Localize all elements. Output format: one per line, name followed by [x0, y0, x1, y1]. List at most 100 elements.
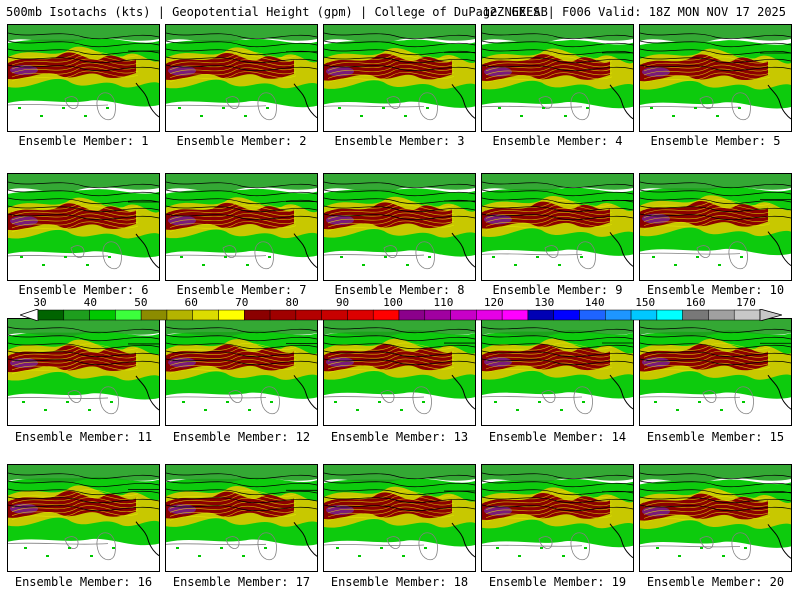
wind-speck	[336, 547, 339, 549]
streamline	[11, 363, 139, 375]
height-contour	[482, 342, 633, 350]
height-contour	[482, 48, 633, 56]
isotach-map	[640, 25, 791, 121]
coastline	[451, 232, 475, 268]
streamline	[327, 208, 455, 220]
coastline	[609, 232, 633, 267]
height-contour	[8, 504, 159, 512]
gray-contour	[482, 396, 583, 398]
gray-contour	[166, 104, 267, 107]
height-contour	[640, 350, 791, 358]
ensemble-member-label: Ensemble Member: 7	[176, 283, 307, 297]
streamline	[643, 199, 771, 210]
streamline	[11, 501, 139, 512]
ensemble-panel	[481, 173, 634, 281]
wind-speck	[540, 547, 543, 549]
streamline	[327, 212, 455, 224]
wind-speck	[360, 115, 363, 117]
wind-speck	[64, 256, 67, 258]
streamline	[485, 491, 613, 503]
height-contour	[640, 32, 791, 40]
colorbar-segment	[63, 309, 90, 321]
ensemble-member-label: Ensemble Member: 1	[18, 134, 149, 148]
wind-speck	[382, 107, 385, 109]
streamline	[485, 507, 613, 519]
wind-region-north	[482, 465, 633, 483]
gray-contour-closed	[228, 390, 243, 403]
ensemble-panel	[481, 24, 634, 132]
wind-speck	[428, 256, 431, 258]
streamline	[643, 60, 771, 72]
colorbar-segment	[501, 309, 529, 321]
streamline	[327, 498, 455, 510]
gray-contour	[640, 106, 741, 108]
streamline	[327, 362, 455, 374]
ensemble-member-label: Ensemble Member: 12	[172, 430, 311, 444]
isotach-map	[324, 174, 475, 270]
wind-speck	[536, 256, 539, 258]
ensemble-panel	[323, 24, 476, 132]
colorbar-segment	[218, 309, 245, 321]
height-contour	[166, 358, 317, 366]
coastline	[451, 374, 475, 410]
colorbar-tick-label: 140	[584, 296, 605, 309]
height-contour	[640, 197, 791, 205]
wind-speck	[182, 401, 185, 403]
height-contour	[482, 350, 633, 358]
gray-contour	[166, 543, 267, 546]
jet-core	[324, 492, 452, 520]
height-contour	[166, 205, 317, 213]
ensemble-member-label: Ensemble Member: 4	[492, 134, 623, 148]
wind-speck	[200, 115, 203, 117]
streamline	[485, 56, 613, 68]
wind-speck	[400, 409, 403, 411]
streamline	[11, 58, 139, 70]
ensemble-panel	[7, 464, 160, 572]
colorbar-segment	[527, 309, 554, 321]
height-contour	[166, 334, 317, 342]
streamline	[643, 512, 771, 523]
streamline	[11, 66, 139, 78]
isotach-map	[324, 319, 475, 415]
streamline	[11, 347, 139, 359]
colorbar-segment	[192, 309, 219, 321]
colorbar-tick-label: 80	[285, 296, 299, 309]
wind-speck	[46, 555, 49, 557]
wind-region-north	[640, 174, 791, 192]
streamline	[643, 508, 771, 519]
height-contour	[8, 189, 159, 197]
height-contour	[640, 480, 791, 488]
colorbar-segment	[553, 309, 580, 321]
streamline	[643, 68, 771, 80]
colorbar-tick-label: 150	[635, 296, 656, 309]
height-contour	[324, 32, 475, 40]
wind-speck	[226, 401, 229, 403]
streamline	[327, 342, 455, 354]
wind-speck	[584, 547, 587, 549]
colorbar-tick-label: 110	[433, 296, 454, 309]
jet-core	[166, 491, 294, 519]
streamline	[11, 62, 139, 74]
gray-contour-closed	[544, 245, 559, 258]
gray-contour	[482, 544, 583, 547]
gray-contour-closed	[67, 390, 82, 403]
wind-speck	[424, 547, 427, 549]
isotach-map	[166, 25, 317, 121]
ensemble-panel	[7, 173, 160, 281]
wind-speck	[676, 409, 679, 411]
colorbar-segment	[682, 309, 709, 321]
colorbar-segment	[450, 309, 477, 321]
ensemble-member-label: Ensemble Member: 18	[330, 575, 469, 589]
gray-contour	[640, 396, 741, 399]
wind-speck	[564, 115, 567, 117]
wind-speck	[68, 547, 71, 549]
streamline	[643, 211, 771, 222]
wind-speck	[672, 115, 675, 117]
colorbar-segment	[579, 309, 606, 321]
gray-contour-closed	[386, 536, 401, 549]
streamline	[169, 51, 297, 63]
streamline	[327, 502, 455, 514]
gray-contour	[482, 253, 583, 256]
jet-core	[482, 201, 610, 229]
jet-core	[324, 53, 452, 81]
